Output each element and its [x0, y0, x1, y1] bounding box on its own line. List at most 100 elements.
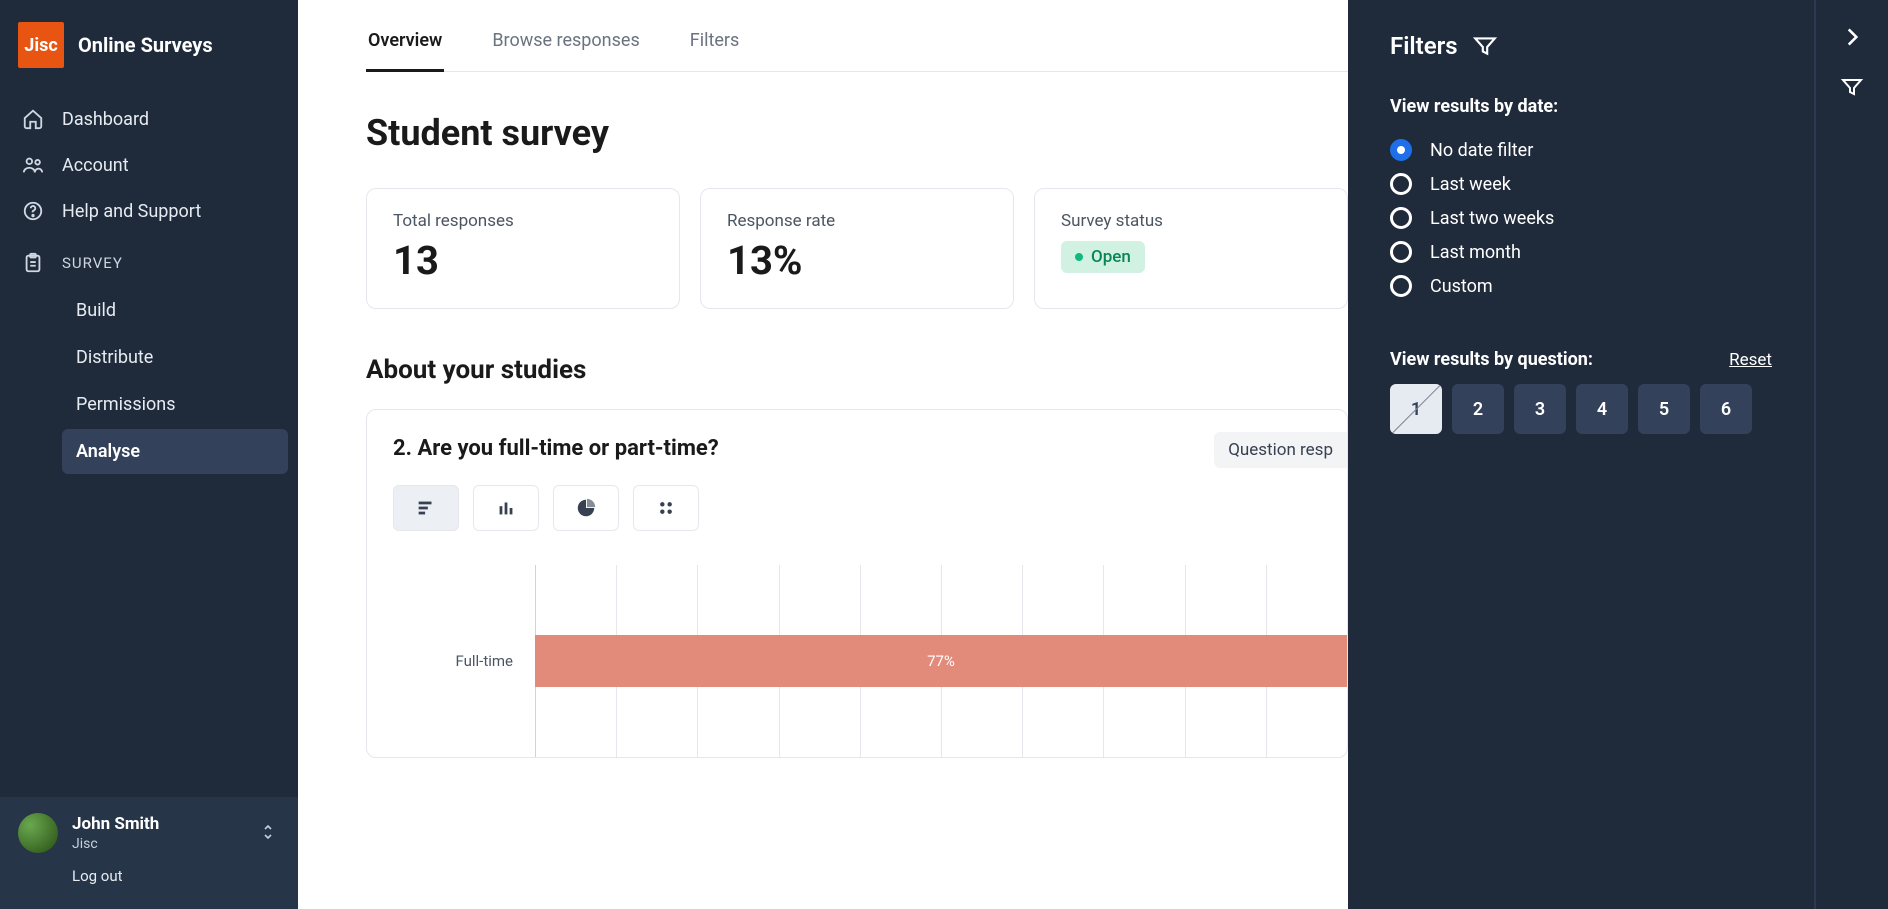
chevron-updown-icon — [262, 823, 274, 841]
question-text: 2. Are you full-time or part-time? — [393, 436, 1347, 461]
funnel-icon — [1472, 33, 1498, 59]
question-filter-button[interactable]: 6 — [1700, 384, 1752, 434]
card-value: 13% — [727, 237, 987, 284]
brand-logo: Jisc — [18, 22, 64, 68]
radio-icon — [1390, 241, 1412, 263]
chart-horizontal-bar-button[interactable] — [393, 485, 459, 531]
subnav-label: Distribute — [76, 347, 153, 368]
card-value: 13 — [393, 237, 653, 284]
summary-cards: Total responses 13 Response rate 13% Sur… — [366, 188, 1348, 309]
chart-pie-button[interactable] — [553, 485, 619, 531]
question-filter-button[interactable]: 5 — [1638, 384, 1690, 434]
primary-nav: Dashboard Account Help and Support — [0, 90, 298, 246]
tab-overview[interactable]: Overview — [366, 30, 444, 72]
subnav-build[interactable]: Build — [62, 288, 288, 333]
chart-row-label: Full-time — [435, 652, 535, 670]
chart-row-empty — [435, 693, 1347, 757]
nav-account[interactable]: Account — [0, 142, 298, 188]
collapse-panel-button[interactable] — [1835, 20, 1869, 54]
question-filter-button[interactable]: 2 — [1452, 384, 1504, 434]
card-response-rate: Response rate 13% — [700, 188, 1014, 309]
nav-help[interactable]: Help and Support — [0, 188, 298, 234]
survey-subnav: Build Distribute Permissions Analyse — [0, 280, 298, 476]
chart-vertical-bar-button[interactable] — [473, 485, 539, 531]
users-icon — [20, 154, 46, 176]
chart-type-switch — [393, 485, 1347, 531]
radio-icon — [1390, 275, 1412, 297]
help-icon — [20, 200, 46, 222]
section-label-text: SURVEY — [62, 254, 123, 272]
card-survey-status: Survey status Open — [1034, 188, 1348, 309]
question-filter-button[interactable]: 4 — [1576, 384, 1628, 434]
question-filter-button[interactable]: 3 — [1514, 384, 1566, 434]
chart-row: Full-time 77% — [435, 629, 1347, 693]
sidebar-footer: John Smith Jisc Log out — [0, 797, 298, 909]
nav-dashboard[interactable]: Dashboard — [0, 96, 298, 142]
question-filter-button: 1 — [1390, 384, 1442, 434]
filter-date-label: View results by date: — [1390, 96, 1772, 117]
chart-gridlines — [535, 565, 1347, 629]
nav-label: Help and Support — [62, 201, 201, 222]
chart-grid-button[interactable] — [633, 485, 699, 531]
card-label: Survey status — [1061, 211, 1321, 231]
date-filter-label: Last two weeks — [1430, 208, 1554, 229]
nav-label: Account — [62, 155, 129, 176]
home-icon — [20, 108, 46, 130]
question-card: 2. Are you full-time or part-time? Quest… — [366, 409, 1348, 758]
analysis-tabs: Overview Browse responses Filters — [366, 0, 1348, 72]
subnav-label: Permissions — [76, 394, 176, 415]
filter-question-label: View results by question: — [1390, 349, 1593, 370]
radio-icon — [1390, 207, 1412, 229]
date-filter-option[interactable]: No date filter — [1390, 133, 1772, 167]
clipboard-icon — [20, 252, 46, 274]
date-filter-label: No date filter — [1430, 140, 1533, 161]
date-filter-option[interactable]: Last month — [1390, 235, 1772, 269]
card-total-responses: Total responses 13 — [366, 188, 680, 309]
nav-label: Dashboard — [62, 109, 149, 130]
filters-title: Filters — [1390, 32, 1458, 60]
brand-title: Online Surveys — [78, 33, 213, 57]
avatar — [18, 813, 58, 853]
brand: Jisc Online Surveys — [0, 0, 298, 90]
date-filter-option[interactable]: Custom — [1390, 269, 1772, 303]
date-filter-label: Last month — [1430, 242, 1521, 263]
question-filter-buttons: 123456 — [1390, 384, 1772, 434]
logout-link[interactable]: Log out — [72, 867, 280, 885]
date-filter-option[interactable]: Last week — [1390, 167, 1772, 201]
date-filter-label: Custom — [1430, 276, 1493, 297]
status-badge: Open — [1061, 241, 1145, 273]
card-label: Total responses — [393, 211, 653, 231]
user-switcher[interactable]: John Smith Jisc — [18, 813, 280, 853]
subnav-label: Analyse — [76, 441, 140, 462]
subnav-permissions[interactable]: Permissions — [62, 382, 288, 427]
tab-browse-responses[interactable]: Browse responses — [490, 30, 641, 71]
grid-dots-icon — [655, 497, 677, 519]
chart-bar: 77% — [535, 635, 1347, 687]
horizontal-bars-icon — [415, 497, 437, 519]
chart-area: Full-time 77% — [435, 565, 1347, 757]
filters-panel: Filters View results by date: No date fi… — [1348, 0, 1814, 909]
survey-title: Student survey — [366, 112, 1348, 154]
subnav-analyse[interactable]: Analyse — [62, 429, 288, 474]
date-filter-label: Last week — [1430, 174, 1511, 195]
subnav-distribute[interactable]: Distribute — [62, 335, 288, 380]
radio-icon — [1390, 139, 1412, 161]
right-rail — [1814, 0, 1888, 909]
survey-section-label: SURVEY — [0, 246, 298, 280]
vertical-bars-icon — [495, 497, 517, 519]
radio-icon — [1390, 173, 1412, 195]
reset-link[interactable]: Reset — [1729, 350, 1772, 370]
main-content: Overview Browse responses Filters Studen… — [298, 0, 1348, 909]
subnav-label: Build — [76, 300, 116, 321]
tab-filters[interactable]: Filters — [688, 30, 742, 71]
sidebar: Jisc Online Surveys Dashboard Account He… — [0, 0, 298, 909]
date-filter-option[interactable]: Last two weeks — [1390, 201, 1772, 235]
user-name: John Smith — [72, 814, 159, 834]
user-org: Jisc — [72, 836, 159, 852]
card-label: Response rate — [727, 211, 987, 231]
date-filter-options: No date filter Last week Last two weeks Las… — [1390, 133, 1772, 303]
filters-rail-button[interactable] — [1835, 70, 1869, 104]
section-title: About your studies — [366, 355, 1348, 385]
chart-gridlines — [535, 693, 1347, 757]
filters-header: Filters — [1390, 32, 1772, 60]
